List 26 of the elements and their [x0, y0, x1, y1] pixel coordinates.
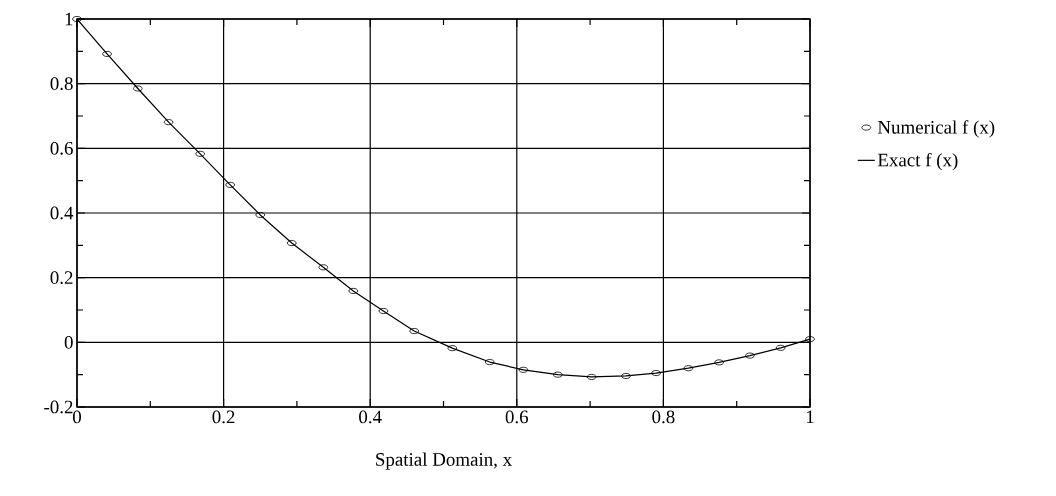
y-tick-label: 0 — [64, 335, 73, 349]
legend-label: Numerical f (x) — [877, 120, 995, 138]
y-tick-label: 0.2 — [50, 271, 73, 285]
y-tick-label: 0.6 — [50, 141, 73, 155]
x-tick-label: 0.4 — [359, 410, 382, 424]
x-tick-label: 1 — [806, 410, 814, 424]
y-tick-label: 0.8 — [50, 77, 73, 91]
x-tick-label: 0.6 — [505, 410, 529, 424]
x-tick-label: 0.2 — [212, 410, 235, 424]
point — [409, 328, 419, 335]
point — [621, 372, 631, 379]
point — [553, 371, 563, 378]
point — [714, 359, 724, 366]
x-tick-label: 0.8 — [652, 410, 675, 424]
y-tick-label: 0.4 — [50, 206, 74, 220]
x-axis-title: Spatial Domain, x — [376, 452, 512, 470]
point — [195, 150, 205, 157]
point — [805, 336, 815, 343]
point — [102, 50, 112, 57]
point — [651, 370, 661, 377]
point — [133, 85, 143, 92]
y-tick-label: -0.2 — [44, 400, 73, 414]
point — [225, 181, 235, 188]
legend-label: Exact f (x) — [877, 152, 958, 171]
y-tick-label: 1 — [65, 12, 73, 26]
point — [745, 352, 755, 359]
